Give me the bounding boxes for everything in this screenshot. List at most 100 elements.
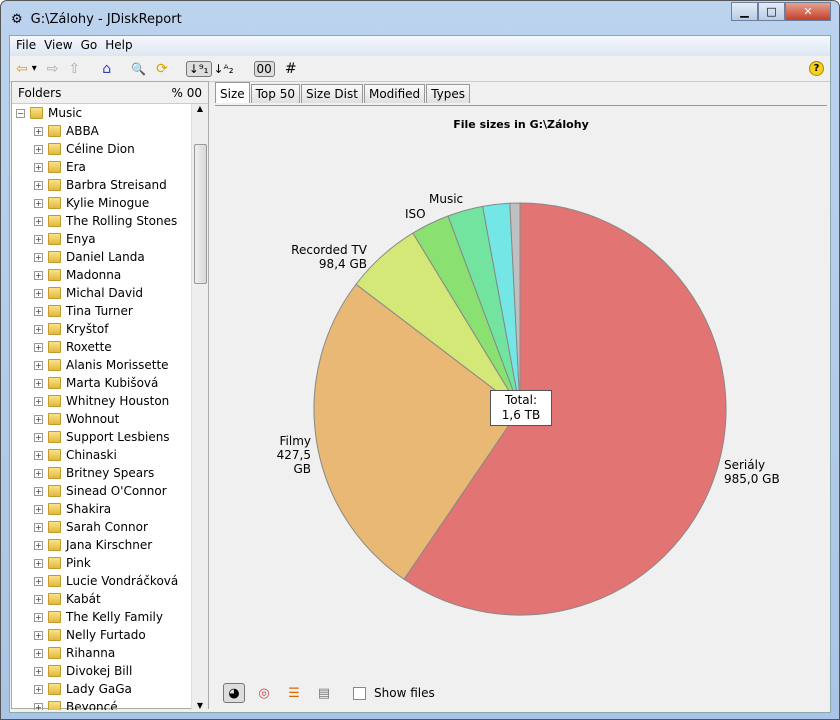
table-view-icon[interactable]: ▤ <box>317 685 331 701</box>
up-arrow-icon[interactable]: ⇧ <box>68 60 81 77</box>
tab-modified[interactable]: Modified <box>363 84 426 103</box>
expand-icon[interactable]: + <box>34 306 43 316</box>
sort-by-size-button[interactable]: ↓⁹₁ <box>185 60 212 77</box>
tree-item[interactable]: + Marta Kubišová <box>12 374 192 392</box>
size-units-button[interactable]: 00 <box>253 60 275 77</box>
expand-icon[interactable]: + <box>34 684 43 694</box>
expand-icon[interactable]: + <box>34 612 43 622</box>
expand-icon[interactable]: + <box>34 144 43 154</box>
tab-types[interactable]: Types <box>426 84 471 103</box>
collapse-icon[interactable]: − <box>16 108 25 118</box>
tree-item[interactable]: + Pink <box>12 554 192 572</box>
expand-icon[interactable]: + <box>34 162 43 172</box>
tree-item[interactable]: + Tina Turner <box>12 302 192 320</box>
tree-item[interactable]: + Michal David <box>12 284 192 302</box>
tree-item[interactable]: + The Kelly Family <box>12 608 192 626</box>
tree-item[interactable]: + Divokej Bill <box>12 662 192 680</box>
tree-item[interactable]: + Barbra Streisand <box>12 176 192 194</box>
menu-go[interactable]: Go <box>80 38 98 52</box>
expand-icon[interactable]: + <box>34 594 43 604</box>
tree-item[interactable]: + Wohnout <box>12 410 192 428</box>
expand-icon[interactable]: + <box>34 702 43 710</box>
tree-item[interactable]: + Jana Kirschner <box>12 536 192 554</box>
pie-chart-view-icon[interactable]: ◕ <box>223 683 245 703</box>
tree-item[interactable]: + Daniel Landa <box>12 248 192 266</box>
file-count-button[interactable]: # <box>284 60 297 77</box>
pie-slice-seri-ly[interactable] <box>403 202 727 616</box>
expand-icon[interactable]: + <box>34 666 43 676</box>
show-files-label[interactable]: Show files <box>374 686 435 700</box>
expand-icon[interactable]: + <box>34 486 43 496</box>
tree-item[interactable]: + Alanis Morissette <box>12 356 192 374</box>
expand-icon[interactable]: + <box>34 414 43 424</box>
tree-item[interactable]: + Céline Dion <box>12 140 192 158</box>
maximize-button[interactable]: □ <box>758 2 785 21</box>
menu-help[interactable]: Help <box>105 38 133 52</box>
tree-item[interactable]: + Sinead O'Connor <box>12 482 192 500</box>
expand-icon[interactable]: + <box>34 378 43 388</box>
refresh-icon[interactable]: ⟳ <box>156 60 168 77</box>
history-dropdown-icon[interactable]: ▾ <box>31 63 37 74</box>
expand-icon[interactable]: + <box>34 360 43 370</box>
scroll-up-icon[interactable]: ▲ <box>196 104 204 113</box>
expand-icon[interactable]: + <box>34 234 43 244</box>
tree-item[interactable]: + Kylie Minogue <box>12 194 192 212</box>
close-button[interactable]: ✕ <box>785 2 831 21</box>
tab-top-50[interactable]: Top 50 <box>250 84 300 103</box>
pie-slice-unlabeled-6[interactable] <box>509 202 521 410</box>
tree-item[interactable]: + Support Lesbiens <box>12 428 192 446</box>
show-files-checkbox[interactable] <box>353 686 366 700</box>
tab-size-dist[interactable]: Size Dist <box>300 84 363 103</box>
percent-toggle[interactable]: % <box>171 85 183 100</box>
tree-item[interactable]: + Rihanna <box>12 644 192 662</box>
expand-icon[interactable]: + <box>34 558 43 568</box>
help-icon[interactable]: ? <box>809 61 824 76</box>
tree-item[interactable]: + Beyoncé <box>12 698 192 710</box>
tree-item[interactable]: + The Rolling Stones <box>12 212 192 230</box>
tree-item[interactable]: + Madonna <box>12 266 192 284</box>
expand-icon[interactable]: + <box>34 468 43 478</box>
sort-by-name-button[interactable]: ↓ᴬ₂ <box>213 61 234 76</box>
menu-view[interactable]: View <box>44 38 73 52</box>
tree-item[interactable]: + Roxette <box>12 338 192 356</box>
expand-icon[interactable]: + <box>34 432 43 442</box>
expand-icon[interactable]: + <box>34 342 43 352</box>
tree-item[interactable]: + Lady GaGa <box>12 680 192 698</box>
scroll-down-icon[interactable]: ▼ <box>196 701 204 710</box>
tree-scrollbar[interactable]: ▲ ▼ <box>191 104 208 710</box>
tree-root[interactable]: − Music <box>12 104 192 122</box>
tree-item[interactable]: + Kryštof <box>12 320 192 338</box>
tree-item[interactable]: + Kabát <box>12 590 192 608</box>
expand-icon[interactable]: + <box>34 648 43 658</box>
forward-arrow-icon[interactable]: ⇨ <box>46 60 59 77</box>
expand-icon[interactable]: + <box>34 288 43 298</box>
bar-chart-view-icon[interactable]: ☰ <box>288 685 300 701</box>
tree-item[interactable]: + Chinaski <box>12 446 192 464</box>
scroll-thumb[interactable] <box>194 144 207 284</box>
expand-icon[interactable]: + <box>34 540 43 550</box>
expand-icon[interactable]: + <box>34 216 43 226</box>
tree-item[interactable]: + Shakira <box>12 500 192 518</box>
minimize-button[interactable]: ▁ <box>731 2 758 21</box>
home-icon[interactable]: ⌂ <box>102 60 112 77</box>
expand-icon[interactable]: + <box>34 180 43 190</box>
units-toggle[interactable]: 00 <box>186 85 202 100</box>
tree-item[interactable]: + Britney Spears <box>12 464 192 482</box>
expand-icon[interactable]: + <box>34 396 43 406</box>
tree-item[interactable]: + ABBA <box>12 122 192 140</box>
tree-item[interactable]: + Sarah Connor <box>12 518 192 536</box>
tree-item[interactable]: + Enya <box>12 230 192 248</box>
expand-icon[interactable]: + <box>34 504 43 514</box>
expand-icon[interactable]: + <box>34 630 43 640</box>
tree-item[interactable]: + Nelly Furtado <box>12 626 192 644</box>
menu-file[interactable]: File <box>16 38 37 52</box>
expand-icon[interactable]: + <box>34 576 43 586</box>
expand-icon[interactable]: + <box>34 270 43 280</box>
tree-item[interactable]: + Lucie Vondráčková <box>12 572 192 590</box>
pie-slice-filmy[interactable] <box>313 283 521 580</box>
expand-icon[interactable]: + <box>34 198 43 208</box>
expand-icon[interactable]: + <box>34 522 43 532</box>
expand-icon[interactable]: + <box>34 126 43 136</box>
tree-item[interactable]: + Whitney Houston <box>12 392 192 410</box>
expand-icon[interactable]: + <box>34 450 43 460</box>
